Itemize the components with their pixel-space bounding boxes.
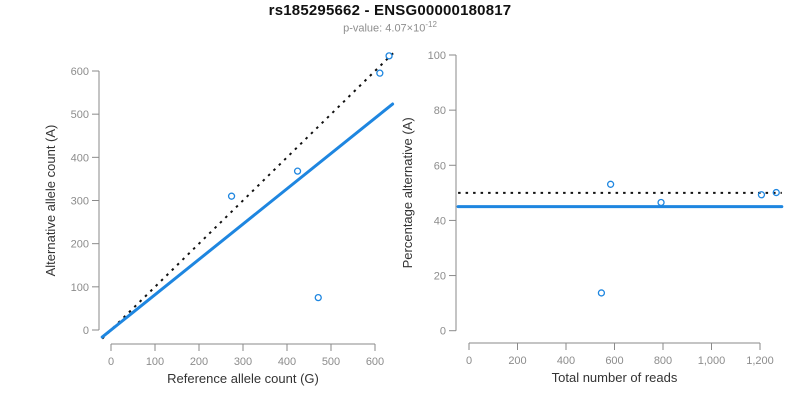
data-point (314, 293, 322, 302)
x-tick-label: 500 (322, 356, 340, 368)
y-tick-label: 500 (71, 109, 89, 121)
x-tick-label: 1,000 (698, 355, 726, 367)
y-axis-title: Percentage alternative (A) (400, 117, 415, 268)
x-tick-label: 0 (108, 356, 114, 368)
data-point (293, 167, 302, 175)
x-axis-title: Reference allele count (G) (167, 371, 319, 386)
x-tick-label: 0 (466, 355, 472, 367)
x-tick-label: 400 (278, 356, 296, 368)
data-point (657, 198, 665, 207)
x-tick-label: 100 (146, 356, 164, 368)
data-point (597, 289, 606, 297)
fit-line (100, 102, 395, 339)
y-tick-label: 200 (71, 239, 89, 251)
y-tick-label: 40 (434, 215, 446, 227)
y-axis-title: Alternative allele count (A) (43, 125, 58, 277)
data-point (757, 191, 766, 199)
x-tick-label: 300 (234, 356, 252, 368)
data-point (772, 188, 780, 197)
y-tick-label: 60 (434, 160, 446, 172)
x-tick-label: 600 (605, 355, 623, 367)
x-tick-label: 1,200 (746, 355, 774, 367)
y-tick-label: 100 (71, 282, 89, 294)
y-tick-label: 600 (71, 66, 89, 78)
data-point (227, 192, 236, 200)
y-tick-label: 400 (71, 152, 89, 164)
identity-line (101, 50, 396, 340)
x-axis-title: Total number of reads (552, 370, 678, 385)
y-tick-label: 80 (434, 105, 446, 117)
y-tick-label: 20 (434, 271, 446, 283)
x-tick-label: 600 (366, 356, 384, 368)
y-tick-label: 0 (83, 325, 89, 337)
x-tick-label: 400 (557, 355, 575, 367)
y-tick-label: 300 (71, 196, 89, 208)
data-point (385, 52, 393, 60)
data-point (606, 180, 615, 188)
x-tick-label: 200 (190, 356, 208, 368)
data-point (376, 69, 384, 77)
y-tick-label: 100 (428, 50, 446, 62)
y-tick-label: 0 (440, 326, 446, 338)
x-tick-label: 800 (654, 355, 672, 367)
x-tick-label: 200 (508, 355, 526, 367)
